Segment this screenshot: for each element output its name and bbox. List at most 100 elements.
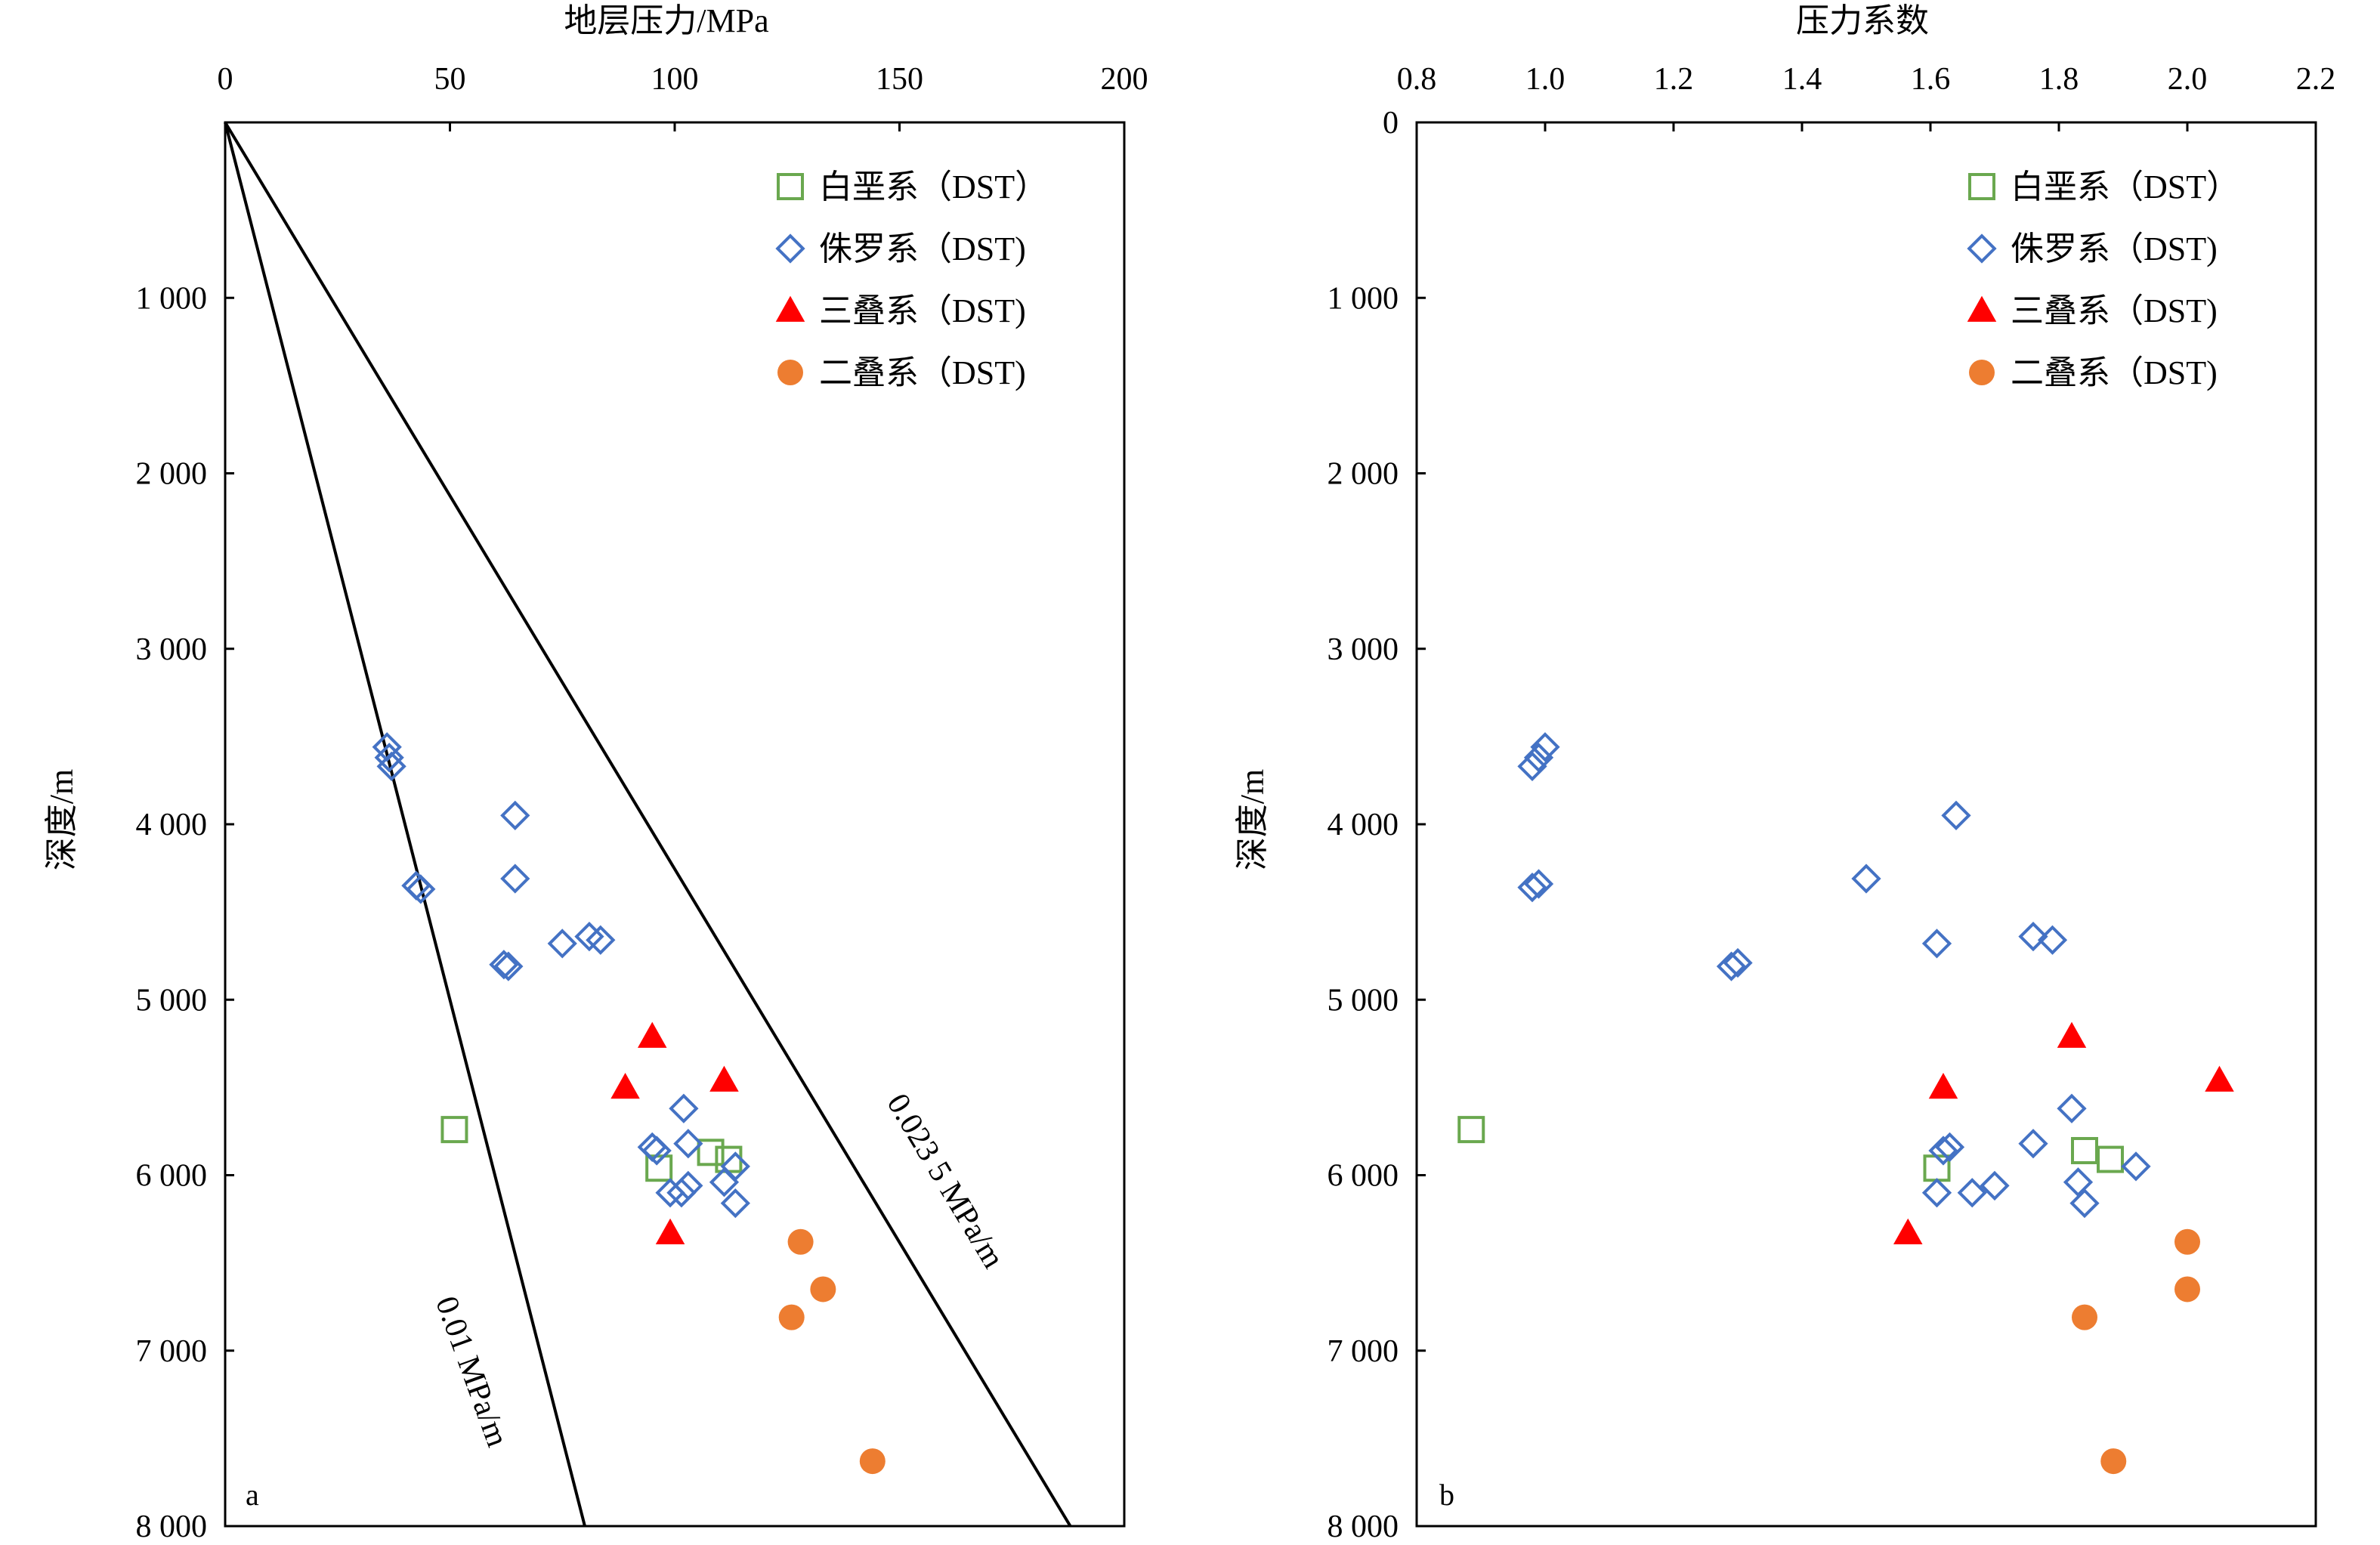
y-tick-label: 4 000 [1328,808,1399,842]
legend-marker [777,360,803,385]
data-point [586,925,616,955]
plot-frame [1415,121,2317,1528]
data-point [610,1072,640,1099]
x-tick-label: 0.8 [1397,62,1437,97]
data-point [1893,1218,1923,1244]
data-point [1941,800,1971,831]
data-point [787,1228,814,1255]
data-point [645,1154,673,1182]
x-tick-label: 150 [876,62,923,97]
y-tick-label: 6 000 [136,1159,208,1194]
y-axis-title: 深度/m [1234,769,1271,870]
data-point [1523,743,1554,773]
data-point [489,950,519,980]
data-point [720,1151,750,1182]
legend-label: 白垩系（DST） [2011,168,2239,205]
data-point [2174,1276,2200,1302]
data-point [637,1021,667,1048]
x-tick-labels: 0.8 1.0 1.2 1.4 1.6 1.8 2.0 2.2 [1397,62,2336,131]
y-tick-label: 4 000 [136,808,208,842]
data-point [810,1276,836,1302]
data-point [2121,1151,2151,1182]
legend-marker [775,295,805,322]
y-tick-label: 2 000 [1328,457,1399,492]
y-tick-label: 2 000 [136,457,208,492]
data-point [401,870,431,901]
data-point [2057,1021,2087,1048]
data-point [406,874,436,904]
data-point [2057,1093,2087,1123]
data-point [669,1093,699,1123]
x-tick-label: 200 [1101,62,1148,97]
y-tick-label: 6 000 [1328,1159,1399,1194]
x-tick-label: 1.0 [1525,62,1566,97]
legend-label: 三叠系（DST) [819,292,1026,329]
y-tick-label: 1 000 [1328,281,1399,316]
data-point [440,1116,468,1144]
data-point [547,929,577,959]
y-tick-label: 5 000 [136,983,208,1018]
data-point [2018,922,2048,952]
legend-label: 三叠系（DST) [2011,292,2218,329]
data-point [1517,872,1547,903]
legend-label: 二叠系（DST) [2011,354,2218,391]
legend-label: 二叠系（DST) [819,354,1026,391]
data-point [1921,929,1952,959]
data-point [655,1178,685,1208]
plot-frame [224,121,1126,1528]
y-tick-label: 5 000 [1328,983,1399,1018]
data-point [1723,947,1753,978]
x-tick-label: 50 [434,62,466,97]
legend-label: 侏罗系（DST) [2011,230,2218,267]
data-point [697,1139,725,1166]
x-tick-label: 0 [218,62,233,97]
y-tick-label: 3 000 [1328,632,1399,667]
y-tick-label: 0 [1383,106,1399,141]
x-tick-labels: 0 50 100 150 200 [218,62,1148,131]
data-point [1934,1132,1965,1162]
data-point [376,751,406,781]
legend: 白垩系（DST） 侏罗系（DST) 三叠系（DST) 二叠系（DST) [775,168,1048,391]
x-tick-label: 2.0 [2168,62,2208,97]
legend-marker [1967,233,1997,264]
data-point [500,864,530,894]
data-point [778,1304,805,1330]
x-tick-label: 1.4 [1782,62,1822,97]
y-tick-label: 8 000 [1328,1509,1399,1544]
data-point [1517,751,1547,781]
legend-marker [1968,173,1995,200]
panel-label: b [1439,1478,1454,1512]
y-tick-label: 7 000 [136,1334,208,1369]
x-tick-label: 2.2 [2296,62,2336,97]
data-point [2100,1448,2127,1475]
data-point [2097,1145,2124,1173]
reference-line-label: 0.01 MPa/m [428,1292,515,1451]
y-tick-label: 3 000 [136,632,208,667]
reference-line-label: 0.023 5 MPa/m [879,1088,1011,1275]
legend-marker [777,173,804,200]
data-point [1957,1178,1987,1208]
data-point [720,1188,750,1219]
data-point [709,1167,740,1197]
data-point [1851,864,1881,894]
data-point [2071,1136,2098,1164]
panel-label: a [246,1478,259,1512]
data-point [2205,1065,2234,1092]
data-point [493,951,524,981]
data-point [859,1448,886,1475]
data-points [372,732,886,1475]
data-point [641,1136,672,1166]
y-tick-label: 8 000 [136,1509,208,1544]
y-tick-label: 7 000 [1328,1334,1399,1369]
data-point [500,800,530,831]
data-point [1928,1136,1958,1166]
data-point [1716,951,1747,981]
legend-label: 侏罗系（DST) [819,230,1026,267]
chart-panel-b: 压力系数 深度/m 0.8 1.0 1.2 1.4 1.6 1.8 2.0 2.2 0 1 00… [1234,2,2335,1544]
reference-line [224,121,1072,1528]
legend-marker [1967,295,1997,322]
x-tick-label: 1.2 [1654,62,1694,97]
data-point [1523,869,1554,899]
x-axis-title: 压力系数 [1796,2,1929,39]
data-point [655,1218,685,1244]
